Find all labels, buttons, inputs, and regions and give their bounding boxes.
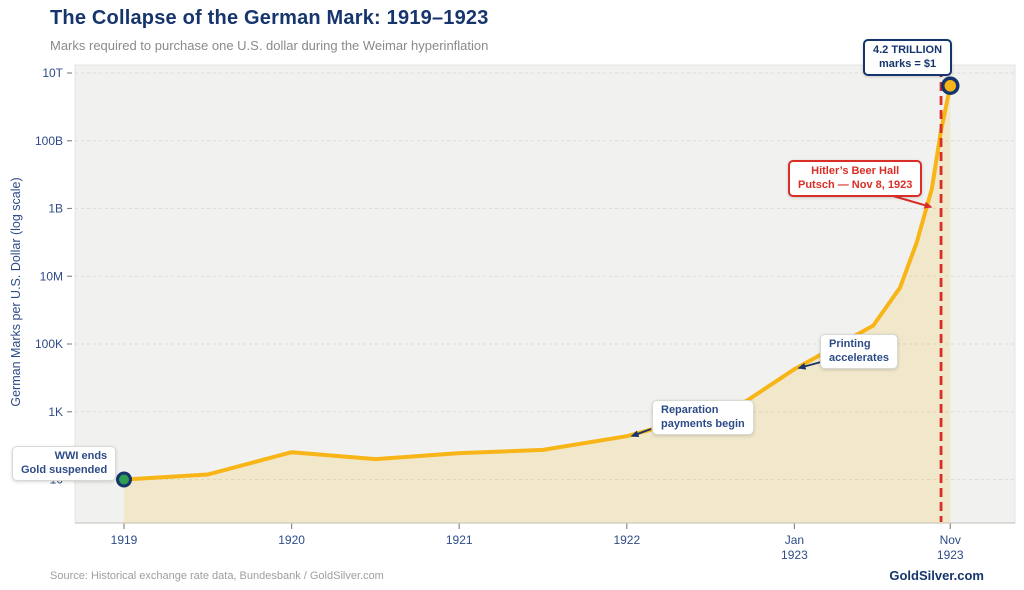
y-tick-label: 1B <box>48 202 63 216</box>
y-tick-label: 100B <box>35 134 63 148</box>
annotation-line: WWI ends <box>54 450 108 462</box>
x-tick-label: 1922 <box>613 533 640 547</box>
annotation-line: 4.2 TRILLION <box>873 44 943 56</box>
annotation-reparations: Reparation payments begin <box>652 400 754 436</box>
page-subtitle: Marks required to purchase one U.S. doll… <box>50 38 489 53</box>
x-tick-label: 1920 <box>278 533 305 547</box>
annotation-line: Gold suspended <box>21 464 108 477</box>
brand-logo: GoldSilver.com <box>889 568 984 583</box>
annotation-line: Putsch — Nov 8, 1923 <box>798 179 913 192</box>
start-marker-1919 <box>116 471 132 488</box>
y-tick-label: 100K <box>35 337 63 351</box>
plot-panel <box>74 64 1016 524</box>
annotation-line: Hitler’s Beer Hall <box>811 165 900 177</box>
annotation-line: Printing <box>829 338 871 350</box>
x-tick-label: 1921 <box>446 533 473 547</box>
annotation-wwi-ends: WWI ends Gold suspended <box>12 446 117 482</box>
y-axis-title: German Marks per U.S. Dollar (log scale) <box>9 177 23 407</box>
y-tick-label: 1K <box>48 405 63 419</box>
annotation-beer-hall-putsch: Hitler’s Beer Hall Putsch — Nov 8, 1923 <box>788 160 923 198</box>
x-tick-label: 1923 <box>781 548 808 562</box>
x-tick-label: 1923 <box>937 548 964 562</box>
annotation-line: accelerates <box>829 352 889 365</box>
arrow-reparations <box>630 428 652 438</box>
x-tick-label: Jan <box>785 533 804 547</box>
arrow-printing <box>797 361 822 370</box>
source-note: Source: Historical exchange rate data, B… <box>50 570 384 582</box>
y-tick-label: 10M <box>40 269 63 283</box>
end-marker-4-2-trillion <box>941 76 960 96</box>
x-tick-label: Nov <box>940 533 961 547</box>
annotation-printing: Printing accelerates <box>820 334 898 370</box>
x-tick-label: 1919 <box>111 533 138 547</box>
page-title: The Collapse of the German Mark: 1919–19… <box>50 7 489 29</box>
annotation-line: marks = $1 <box>878 58 937 71</box>
annotation-line: Reparation <box>661 404 719 416</box>
annotation-4-2-trillion: 4.2 TRILLION marks = $1 <box>863 39 953 77</box>
annotation-line: payments begin <box>661 418 745 431</box>
y-tick-label: 10T <box>42 66 63 80</box>
